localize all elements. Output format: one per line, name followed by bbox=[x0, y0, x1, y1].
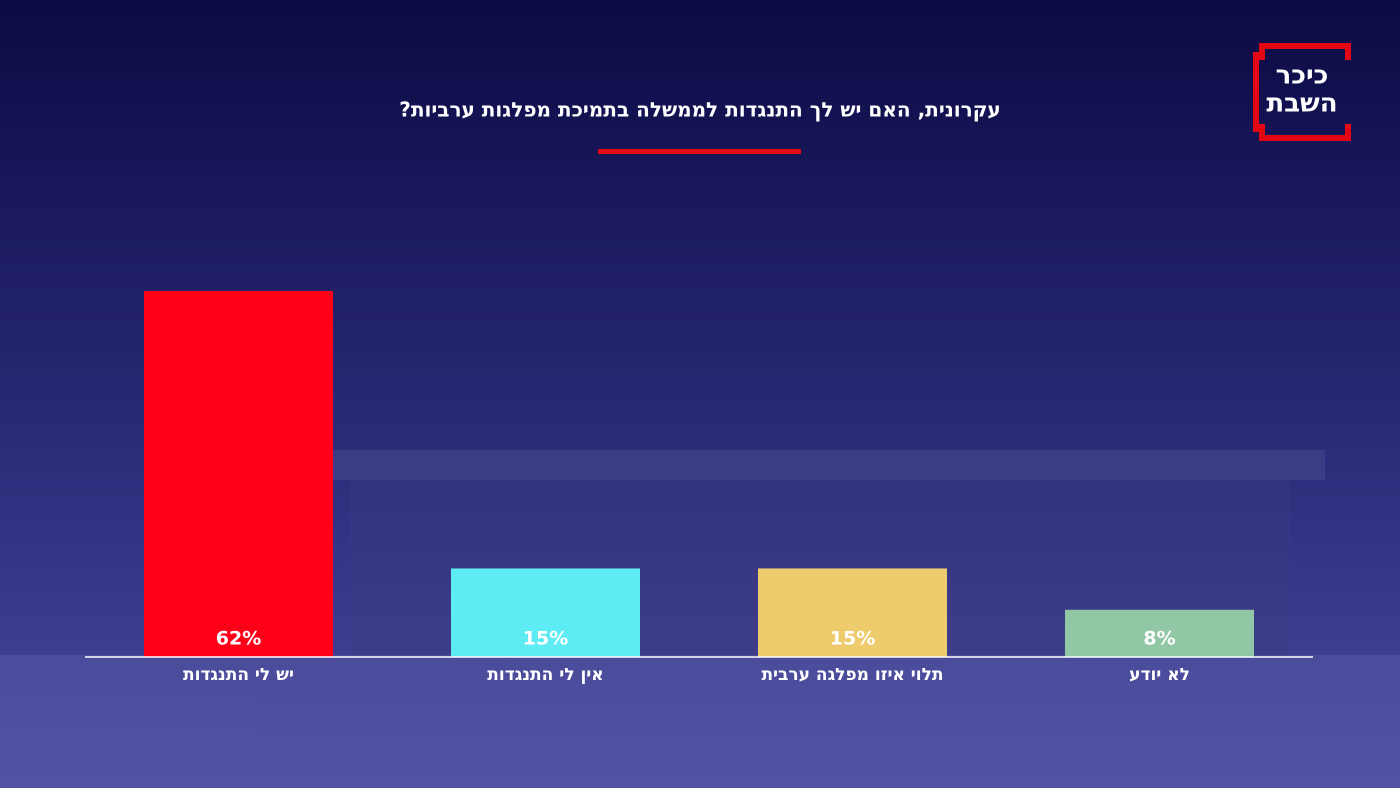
bar bbox=[451, 568, 640, 657]
bar bbox=[144, 291, 333, 657]
value-label: 62% bbox=[216, 628, 261, 650]
bar bbox=[1065, 609, 1254, 657]
value-label: 15% bbox=[830, 628, 875, 650]
x-tick-label: תלוי איזו מפלגה ערבית bbox=[761, 665, 943, 685]
value-label: 15% bbox=[523, 628, 568, 650]
logo-text: השבת bbox=[1266, 89, 1337, 119]
bar bbox=[758, 568, 947, 657]
x-tick-label: לא יודע bbox=[1129, 665, 1190, 685]
value-label: 8% bbox=[1143, 628, 1175, 650]
chart-title: עקרונית, האם יש לך התנגדות לממשלה בתמיכת… bbox=[399, 98, 1001, 122]
x-tick-label: אין לי התנגדות bbox=[487, 665, 603, 685]
logo-text: כיכר bbox=[1276, 61, 1329, 91]
x-tick-label: יש לי התנגדות bbox=[183, 665, 294, 685]
logo: כיכר השבת bbox=[1253, 43, 1351, 141]
title-underline bbox=[598, 149, 801, 154]
